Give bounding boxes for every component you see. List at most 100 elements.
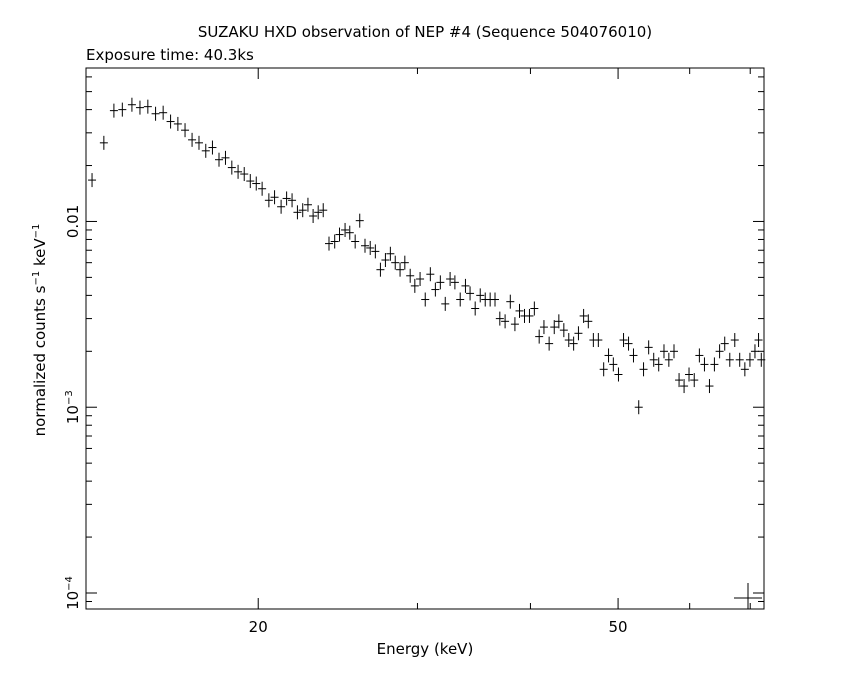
data-point bbox=[298, 203, 307, 218]
data-point bbox=[396, 262, 405, 277]
data-point bbox=[252, 176, 261, 191]
data-point bbox=[710, 357, 719, 372]
data-point bbox=[376, 262, 385, 277]
data-point bbox=[410, 278, 419, 293]
data-point bbox=[421, 292, 430, 307]
data-point bbox=[495, 311, 504, 326]
data-point bbox=[293, 205, 302, 220]
data-point bbox=[515, 303, 524, 318]
data-point bbox=[381, 253, 390, 268]
data-point bbox=[501, 314, 510, 329]
data-point bbox=[675, 373, 684, 388]
data-point bbox=[634, 400, 643, 415]
data-point bbox=[151, 106, 160, 121]
data-point bbox=[446, 272, 455, 287]
data-point bbox=[386, 246, 395, 261]
data-point bbox=[664, 352, 673, 367]
data-point bbox=[594, 333, 603, 348]
data-point bbox=[314, 205, 323, 220]
data-point bbox=[118, 102, 127, 117]
data-point bbox=[491, 292, 500, 307]
data-point bbox=[431, 282, 440, 297]
data-point bbox=[604, 348, 613, 363]
data-point bbox=[579, 308, 588, 323]
data-point bbox=[619, 333, 628, 348]
data-point bbox=[730, 333, 739, 348]
data-point bbox=[725, 352, 734, 367]
data-point bbox=[740, 362, 749, 377]
data-point bbox=[181, 123, 190, 138]
exposure-subtitle: Exposure time: 40.3ks bbox=[86, 46, 254, 64]
data-point bbox=[436, 275, 445, 290]
data-point bbox=[194, 135, 203, 150]
data-point bbox=[461, 278, 470, 293]
data-point bbox=[669, 344, 678, 359]
data-point bbox=[309, 208, 318, 223]
data-point bbox=[535, 329, 544, 344]
data-point bbox=[391, 255, 400, 270]
plot-frame bbox=[85, 67, 765, 610]
data-point bbox=[545, 336, 554, 351]
data-point bbox=[227, 160, 236, 175]
data-point bbox=[695, 348, 704, 363]
data-point bbox=[234, 164, 243, 179]
chart-title: SUZAKU HXD observation of NEP #4 (Sequen… bbox=[197, 23, 653, 41]
data-point bbox=[441, 296, 450, 311]
data-point bbox=[614, 367, 623, 382]
data-point bbox=[371, 244, 380, 259]
data-point bbox=[466, 286, 475, 301]
data-point bbox=[361, 238, 370, 253]
y-tick-label: 10−4 bbox=[64, 576, 82, 610]
data-point bbox=[215, 152, 224, 167]
data-point bbox=[510, 317, 519, 332]
data-point bbox=[173, 116, 182, 131]
data-point bbox=[506, 294, 515, 309]
data-point bbox=[99, 135, 108, 150]
data-point bbox=[757, 352, 766, 367]
data-point bbox=[400, 255, 409, 270]
data-point bbox=[476, 288, 485, 303]
data-point bbox=[639, 362, 648, 377]
y-tick-label: 10−3 bbox=[64, 390, 82, 424]
data-point bbox=[659, 344, 668, 359]
data-point bbox=[258, 181, 267, 196]
data-point bbox=[530, 301, 539, 316]
data-point bbox=[539, 320, 548, 335]
data-point bbox=[654, 357, 663, 372]
data-point bbox=[629, 348, 638, 363]
data-point bbox=[450, 275, 459, 290]
data-point bbox=[599, 362, 608, 377]
y-tick-label: 0.01 bbox=[64, 205, 82, 238]
data-point bbox=[690, 373, 699, 388]
data-point bbox=[456, 292, 465, 307]
data-point bbox=[159, 105, 168, 120]
x-tick-label: 50 bbox=[609, 618, 628, 636]
data-point bbox=[564, 333, 573, 348]
data-point bbox=[127, 97, 136, 112]
data-point bbox=[584, 314, 593, 329]
data-point bbox=[135, 100, 144, 115]
data-point bbox=[288, 193, 297, 208]
data-point bbox=[208, 140, 217, 155]
data-point bbox=[282, 191, 291, 206]
data-point bbox=[735, 352, 744, 367]
data-point bbox=[624, 336, 633, 351]
data-point bbox=[559, 323, 568, 338]
x-tick-label: 20 bbox=[249, 618, 268, 636]
data-point bbox=[319, 203, 328, 218]
data-point bbox=[426, 267, 435, 282]
data-point bbox=[649, 352, 658, 367]
data-point bbox=[330, 234, 339, 249]
data-point bbox=[351, 234, 360, 249]
data-point bbox=[345, 225, 354, 240]
data-point bbox=[109, 103, 118, 118]
data-point bbox=[240, 167, 249, 182]
data-point bbox=[715, 344, 724, 359]
data-point bbox=[166, 114, 175, 129]
data-point bbox=[550, 320, 559, 335]
data-point bbox=[525, 308, 534, 323]
data-point bbox=[270, 190, 279, 205]
data-point bbox=[335, 227, 344, 242]
data-point bbox=[221, 150, 230, 165]
